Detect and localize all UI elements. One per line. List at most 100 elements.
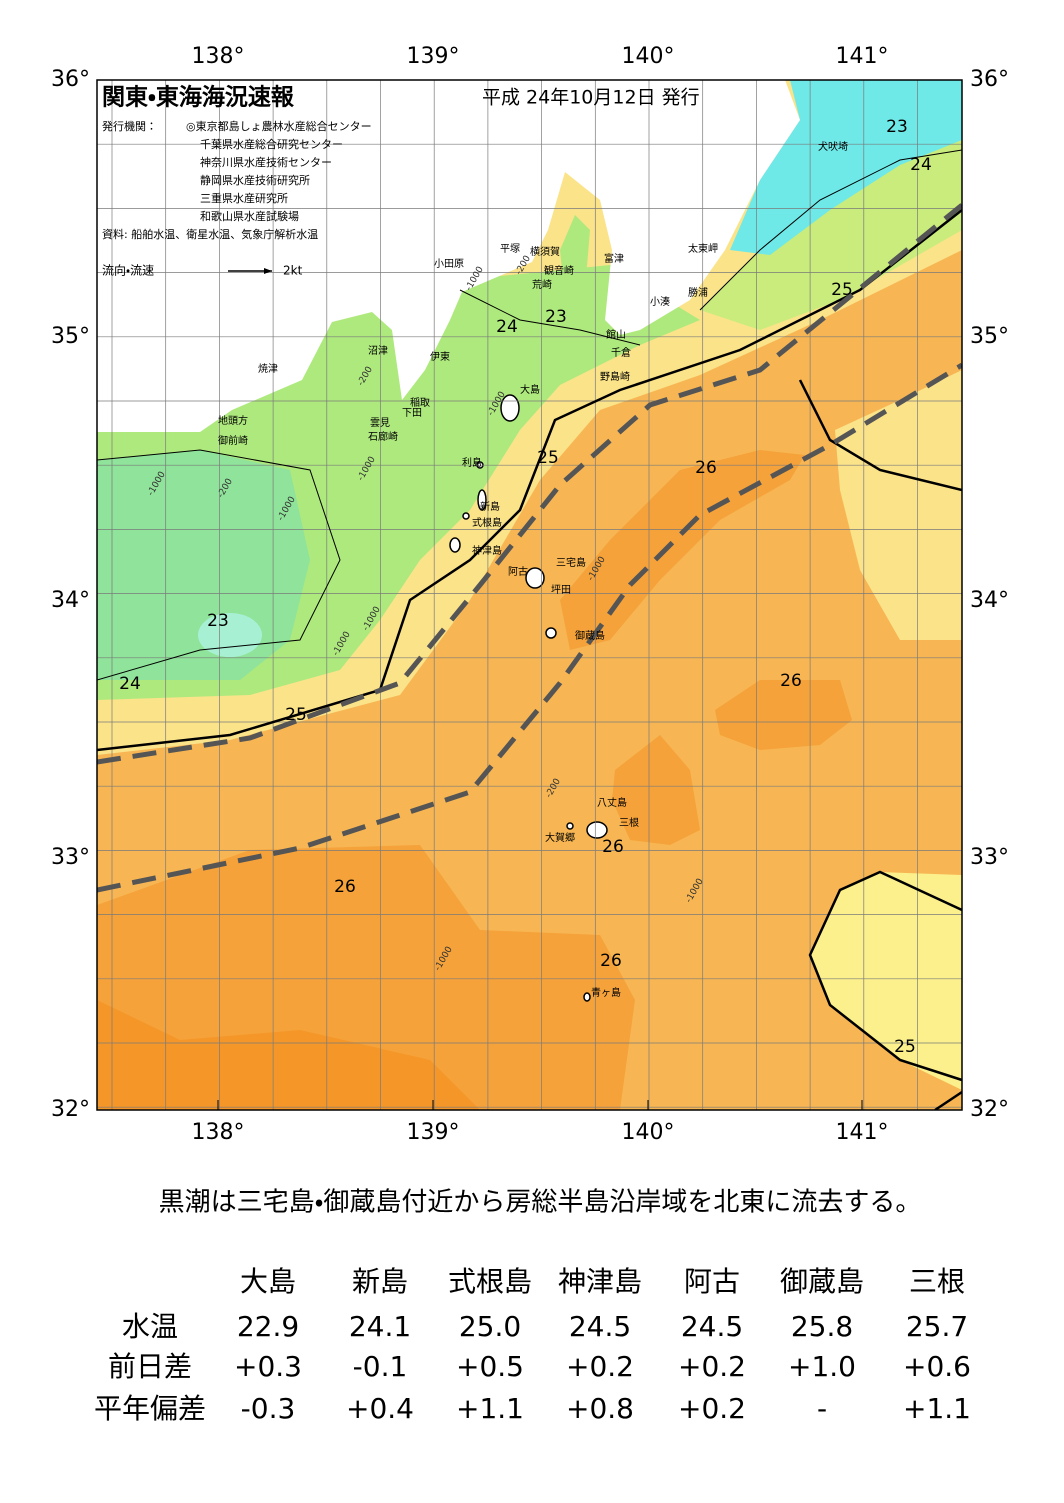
place-name: 富津: [604, 252, 624, 265]
kuroshio-axes: [97, 203, 962, 893]
lat-label: 34°: [51, 588, 90, 613]
place-name: 御蔵島: [575, 629, 605, 642]
table-cell: +1.1: [903, 1392, 971, 1425]
table-cell: 24.5: [569, 1310, 631, 1343]
table-cell: -0.3: [241, 1392, 296, 1425]
lon-label: 140°: [622, 44, 675, 69]
table-cell: +0.2: [566, 1350, 634, 1383]
table-cell: -: [817, 1392, 827, 1425]
isotherm-label: 26: [600, 951, 622, 971]
table-cell: +0.4: [346, 1392, 414, 1425]
isotherm-label: 23: [886, 117, 908, 137]
map-frame: [96, 79, 963, 1111]
issue-date: 平成 24年10月12日 発行: [482, 87, 700, 109]
place-name: 館山: [606, 328, 626, 341]
isotherm-label: 23: [207, 611, 229, 631]
island: [583, 992, 591, 1002]
island: [566, 822, 574, 830]
island: [477, 489, 487, 511]
lat-label: 33°: [970, 845, 1009, 870]
warm-patch: [715, 680, 852, 750]
place-name: 坪田: [551, 583, 571, 596]
legend-scale: 2kt: [283, 264, 303, 278]
isotherms: [97, 149, 962, 1110]
place-name: 八丈島: [597, 796, 627, 809]
table-cell: +1.0: [788, 1350, 856, 1383]
table-cell: 24.5: [681, 1310, 743, 1343]
table-cell: 25.7: [906, 1310, 968, 1343]
legend-label: 流向・流速: [102, 263, 154, 278]
kuroshio-axis: [97, 203, 962, 765]
lat-label: 33°: [51, 845, 90, 870]
lat-label: 32°: [51, 1097, 90, 1122]
lon-label: 138°: [192, 44, 245, 69]
place-name: 稲取: [410, 397, 430, 409]
place-name: 横須賀: [530, 245, 560, 258]
place-name: 利島: [462, 456, 482, 469]
isotherm-label: 24: [496, 317, 518, 337]
lat-label: 36°: [51, 67, 90, 92]
lon-label: 139°: [407, 44, 460, 69]
place-name: 式根島: [472, 516, 502, 529]
warm-patch: [97, 1000, 480, 1110]
table-cell: 22.9: [237, 1310, 299, 1343]
table-cell: +0.3: [234, 1350, 302, 1383]
issuer: 静岡県水産技術研究所: [200, 173, 310, 187]
lon-label: 140°: [622, 1120, 675, 1145]
isotherm-25: [97, 209, 962, 752]
isotherm-label: 25: [537, 448, 559, 468]
isotherm-label: 25: [894, 1037, 916, 1057]
place-name: 野島崎: [600, 370, 630, 383]
islands: [449, 394, 608, 1002]
table-cell: 25.8: [791, 1310, 853, 1343]
isotherm-label: 24: [910, 155, 932, 175]
place-name: 三根: [619, 816, 639, 829]
row-label: 平年偏差: [94, 1392, 206, 1425]
place-name: 伊東: [430, 350, 450, 363]
tokyo-bay: [560, 215, 590, 300]
table-header: 御蔵島: [780, 1265, 864, 1298]
yellow-water: [835, 370, 962, 640]
lat-label: 35°: [51, 324, 90, 349]
table-cell: 25.0: [459, 1310, 521, 1343]
lon-label: 138°: [192, 1120, 245, 1145]
issuer: 和歌山県水産試験場: [200, 209, 299, 223]
legend-arrowhead: [264, 268, 272, 274]
place-name: 平塚: [500, 243, 520, 255]
isotherm: [699, 149, 962, 311]
grid: [97, 80, 962, 1110]
isotherm-label: 26: [695, 458, 717, 478]
isotherm-25: [798, 379, 962, 492]
issuer: 三重県水産研究所: [200, 191, 288, 205]
isotherm: [97, 449, 341, 681]
place-name: 沼津: [368, 344, 388, 357]
place-name: 小田原: [434, 258, 464, 270]
source: 資料: 船舶水温、衛星水温、気象庁解析水温: [102, 227, 318, 241]
place-name: 大賀郷: [545, 831, 575, 844]
isotherm: [459, 289, 641, 346]
place-name: 勝浦: [688, 286, 708, 299]
table-header: 式根島: [448, 1265, 532, 1298]
place-name: 千倉: [611, 347, 631, 359]
isotherm-label: 25: [285, 705, 307, 725]
place-name: 焼津: [258, 363, 278, 375]
isotherm-label: 26: [334, 877, 356, 897]
table-cell: +1.1: [456, 1392, 524, 1425]
map-area: [97, 80, 962, 1110]
table-cell: 24.1: [349, 1310, 411, 1343]
place-name: 大島: [520, 383, 540, 396]
island: [462, 512, 470, 520]
place-name: 石廊崎: [368, 430, 398, 443]
issuer: ◎東京都島しょ農林水産総合センター: [186, 119, 372, 133]
isotherm-label: 23: [545, 307, 567, 327]
table-cell: +0.2: [678, 1392, 746, 1425]
lat-label: 36°: [970, 67, 1009, 92]
title: 関東・東海海況速報: [102, 84, 295, 111]
island: [586, 821, 608, 839]
lon-label: 141°: [836, 1120, 889, 1145]
issuer: 千葉県水産総合研究センター: [200, 137, 343, 151]
table-header: 大島: [240, 1265, 296, 1298]
place-name: 三宅島: [556, 556, 586, 569]
